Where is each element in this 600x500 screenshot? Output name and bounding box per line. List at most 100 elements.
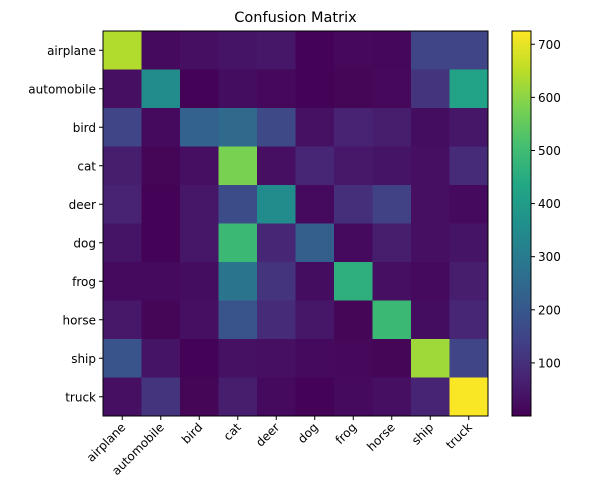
heatmap-cell: [449, 262, 489, 301]
heatmap-cell: [449, 300, 489, 340]
heatmap-cell: [449, 146, 489, 186]
heatmap-cell: [372, 339, 412, 378]
heatmap-cell: [411, 108, 450, 147]
y-tick-label: deer: [69, 198, 96, 212]
y-axis-ticks: airplane automobile bird cat deer dog frog hors…: [28, 44, 103, 404]
heatmap-cell: [141, 108, 181, 147]
heatmap-cell: [257, 339, 296, 378]
heatmap-cell: [411, 69, 450, 109]
heatmap-cell: [141, 31, 181, 70]
heatmap-cell: [103, 300, 142, 340]
heatmap-cell: [295, 339, 335, 378]
y-tick-label: frog: [72, 275, 96, 289]
heatmap-cell: [141, 69, 181, 109]
heatmap-cell: [295, 69, 335, 109]
heatmap-cell: [141, 223, 181, 263]
heatmap-cell: [449, 31, 489, 70]
colorbar-tick-label: 700: [538, 38, 561, 52]
heatmap-cell: [411, 339, 450, 378]
heatmap-cell: [334, 339, 373, 378]
heatmap-cell: [372, 146, 412, 186]
heatmap-cell: [334, 31, 373, 70]
heatmap-cell: [180, 262, 219, 301]
x-tick-label: dog: [295, 420, 321, 446]
heatmap-cell: [411, 262, 450, 301]
heatmap-cell: [218, 377, 258, 417]
heatmap-cell: [449, 223, 489, 263]
heatmap-cell: [257, 223, 296, 263]
heatmap-cell: [141, 146, 181, 186]
heatmap-cell: [180, 69, 219, 109]
colorbar-tick-label: 400: [538, 197, 561, 211]
heatmap-cell: [218, 262, 258, 301]
heatmap-cell: [218, 300, 258, 340]
heatmap-cell: [180, 31, 219, 70]
plot-frame: [102, 30, 489, 417]
x-tick-label: ship: [409, 420, 436, 447]
heatmap-cell: [449, 69, 489, 109]
heatmap-cell: [449, 185, 489, 224]
heatmap-cell: [295, 223, 335, 263]
heatmap-cell: [218, 31, 258, 70]
heatmap-cell: [372, 377, 412, 417]
heatmap-cell: [257, 262, 296, 301]
y-tick-label: cat: [77, 159, 96, 173]
colorbar-tick-label: 500: [538, 144, 561, 158]
heatmap-cell: [103, 262, 142, 301]
y-tick-label: dog: [73, 236, 96, 250]
heatmap-cell: [411, 223, 450, 263]
heatmap-cell: [180, 108, 219, 147]
heatmap-cell: [180, 300, 219, 340]
heatmap-cell: [372, 185, 412, 224]
y-tick-label: automobile: [28, 82, 96, 96]
heatmap-cell: [141, 377, 181, 417]
heatmap-cell: [141, 262, 181, 301]
heatmap-cell: [218, 339, 258, 378]
heatmap-cell: [295, 108, 335, 147]
heatmap-cell: [257, 377, 296, 417]
heatmap-cell: [257, 69, 296, 109]
colorbar-tick-label: 600: [538, 91, 561, 105]
colorbar: [511, 30, 532, 417]
heatmap-cell: [218, 146, 258, 186]
heatmap-cell: [334, 262, 373, 301]
x-tick-label: truck: [443, 420, 475, 452]
heatmap-cell: [103, 108, 142, 147]
x-tick-label: deer: [253, 420, 282, 449]
heatmap-cell: [103, 146, 142, 186]
heatmap-cell: [334, 223, 373, 263]
heatmap-cell: [180, 377, 219, 417]
heatmap-cell: [218, 108, 258, 147]
heatmap-cell: [257, 300, 296, 340]
y-tick-label: bird: [73, 121, 96, 135]
heatmap-cell: [372, 300, 412, 340]
heatmap-cells: [103, 31, 489, 417]
heatmap-cell: [180, 146, 219, 186]
heatmap-cell: [411, 31, 450, 70]
heatmap-cell: [295, 300, 335, 340]
heatmap-cell: [411, 185, 450, 224]
heatmap-cell: [411, 300, 450, 340]
colorbar-tick-label: 100: [538, 356, 561, 370]
heatmap-cell: [411, 146, 450, 186]
colorbar-tick-label: 300: [538, 250, 561, 264]
heatmap-cell: [372, 69, 412, 109]
heatmap-cell: [103, 339, 142, 378]
heatmap-cell: [372, 262, 412, 301]
chart-title: Confusion Matrix: [234, 10, 357, 26]
heatmap-cell: [257, 146, 296, 186]
heatmap-cell: [334, 185, 373, 224]
heatmap-cell: [295, 262, 335, 301]
x-tick-label: cat: [221, 420, 244, 443]
heatmap-cell: [141, 185, 181, 224]
heatmap-cell: [372, 108, 412, 147]
heatmap-cell: [372, 31, 412, 70]
heatmap-cell: [141, 300, 181, 340]
y-tick-label: horse: [62, 313, 96, 327]
heatmap-cell: [334, 146, 373, 186]
heatmap-cell: [334, 108, 373, 147]
heatmap-cell: [334, 300, 373, 340]
heatmap-cell: [180, 185, 219, 224]
heatmap-cell: [372, 223, 412, 263]
